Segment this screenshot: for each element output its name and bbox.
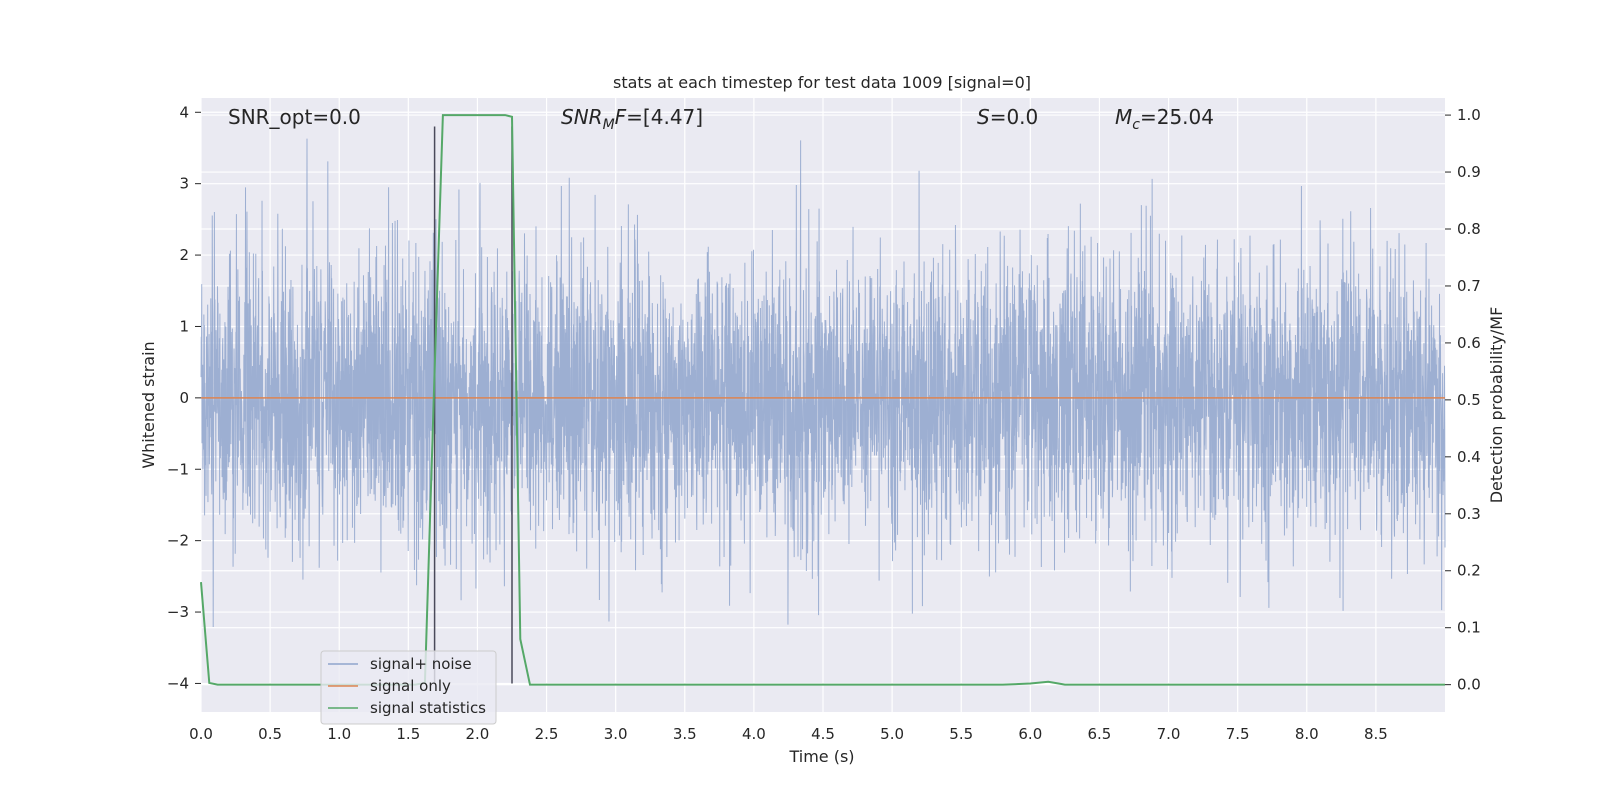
y-right-tick-label: 0.5 [1457,391,1481,409]
x-tick-label: 5.0 [880,725,904,743]
y-left-tick-label: 3 [179,175,189,193]
annotation-snr-mf-subscript: M [603,117,615,133]
annotation-snr-mf-value: =[4.47] [626,105,703,129]
y-right-tick-label: 1.0 [1457,106,1481,124]
y-axis-left: 4 3 2 1 0 −1 −2 −3 −4 [167,103,201,692]
chart-title: stats at each timestep for test data 100… [613,73,1031,92]
y-left-tick-label: −3 [167,603,189,621]
y-axis-right-title: Detection probability/MF [1487,307,1506,504]
y-right-tick-label: 0.2 [1457,562,1481,580]
x-axis: 0.0 0.5 1.0 1.5 2.0 2.5 3.0 3.5 4.0 4.5 5.0 5.5 6.0 6… [189,725,1388,743]
x-tick-label: 6.0 [1018,725,1042,743]
annotation-s-value: =0.0 [990,105,1039,129]
legend-label-signal-noise: signal+ noise [370,655,472,673]
y-right-tick-label: 0.1 [1457,619,1481,637]
y-left-tick-label: 2 [179,246,189,264]
x-tick-label: 2.0 [466,725,490,743]
x-tick-label: 2.5 [535,725,559,743]
annotation-mc-subscript: c [1132,117,1140,133]
annotation-mc-value: =25.04 [1140,105,1214,129]
x-tick-label: 7.5 [1226,725,1250,743]
annotation-snr-mf-symbol-tail: F [615,105,627,129]
legend-label-signal-statistics: signal statistics [370,699,486,717]
annotation-snr-mf: SNRMF=[4.47] [561,105,703,133]
annotation-mc-symbol: M [1115,105,1132,129]
y-right-tick-label: 0.8 [1457,220,1481,238]
y-right-tick-label: 0.4 [1457,448,1481,466]
x-tick-label: 8.0 [1295,725,1319,743]
y-left-tick-label: −4 [167,674,189,692]
y-right-tick-label: 0.7 [1457,277,1481,295]
y-left-tick-label: −1 [167,460,189,478]
x-tick-label: 3.5 [673,725,697,743]
series-signal-noise [200,138,1446,628]
legend: signal+ noise signal only signal statist… [320,650,497,725]
x-tick-label: 4.5 [811,725,835,743]
annotation-snr-opt: SNR_opt=0.0 [228,105,361,129]
y-right-tick-label: 0.0 [1457,676,1481,694]
annotation-mc: Mc=25.04 [1115,105,1214,133]
x-tick-label: 3.0 [604,725,628,743]
annotation-s-symbol: S [977,105,990,129]
x-tick-label: 0.5 [258,725,282,743]
y-left-tick-label: −2 [167,532,189,550]
y-left-tick-label: 1 [179,317,189,335]
x-tick-label: 7.0 [1157,725,1181,743]
y-right-tick-label: 0.3 [1457,505,1481,523]
x-tick-label: 1.5 [396,725,420,743]
y-axis-right: 1.0 0.9 0.8 0.7 0.6 0.5 0.4 0.3 0.2 0.1 0.0 [1445,106,1481,694]
x-axis-title: Time (s) [788,747,854,766]
y-right-tick-label: 0.9 [1457,163,1481,181]
y-left-tick-label: 4 [179,103,189,121]
x-tick-label: 6.5 [1088,725,1112,743]
x-tick-label: 4.0 [742,725,766,743]
annotation-s: S=0.0 [977,105,1038,129]
x-tick-label: 1.0 [327,725,351,743]
x-tick-label: 5.5 [949,725,973,743]
y-axis-left-title: Whitened strain [139,341,158,468]
y-left-tick-label: 0 [179,389,189,407]
legend-label-signal-only: signal only [370,677,451,695]
annotation-snr-mf-symbol: SNR [561,105,603,129]
legend-box [320,650,497,725]
x-tick-label: 8.5 [1364,725,1388,743]
x-tick-label: 0.0 [189,725,213,743]
y-right-tick-label: 0.6 [1457,334,1481,352]
